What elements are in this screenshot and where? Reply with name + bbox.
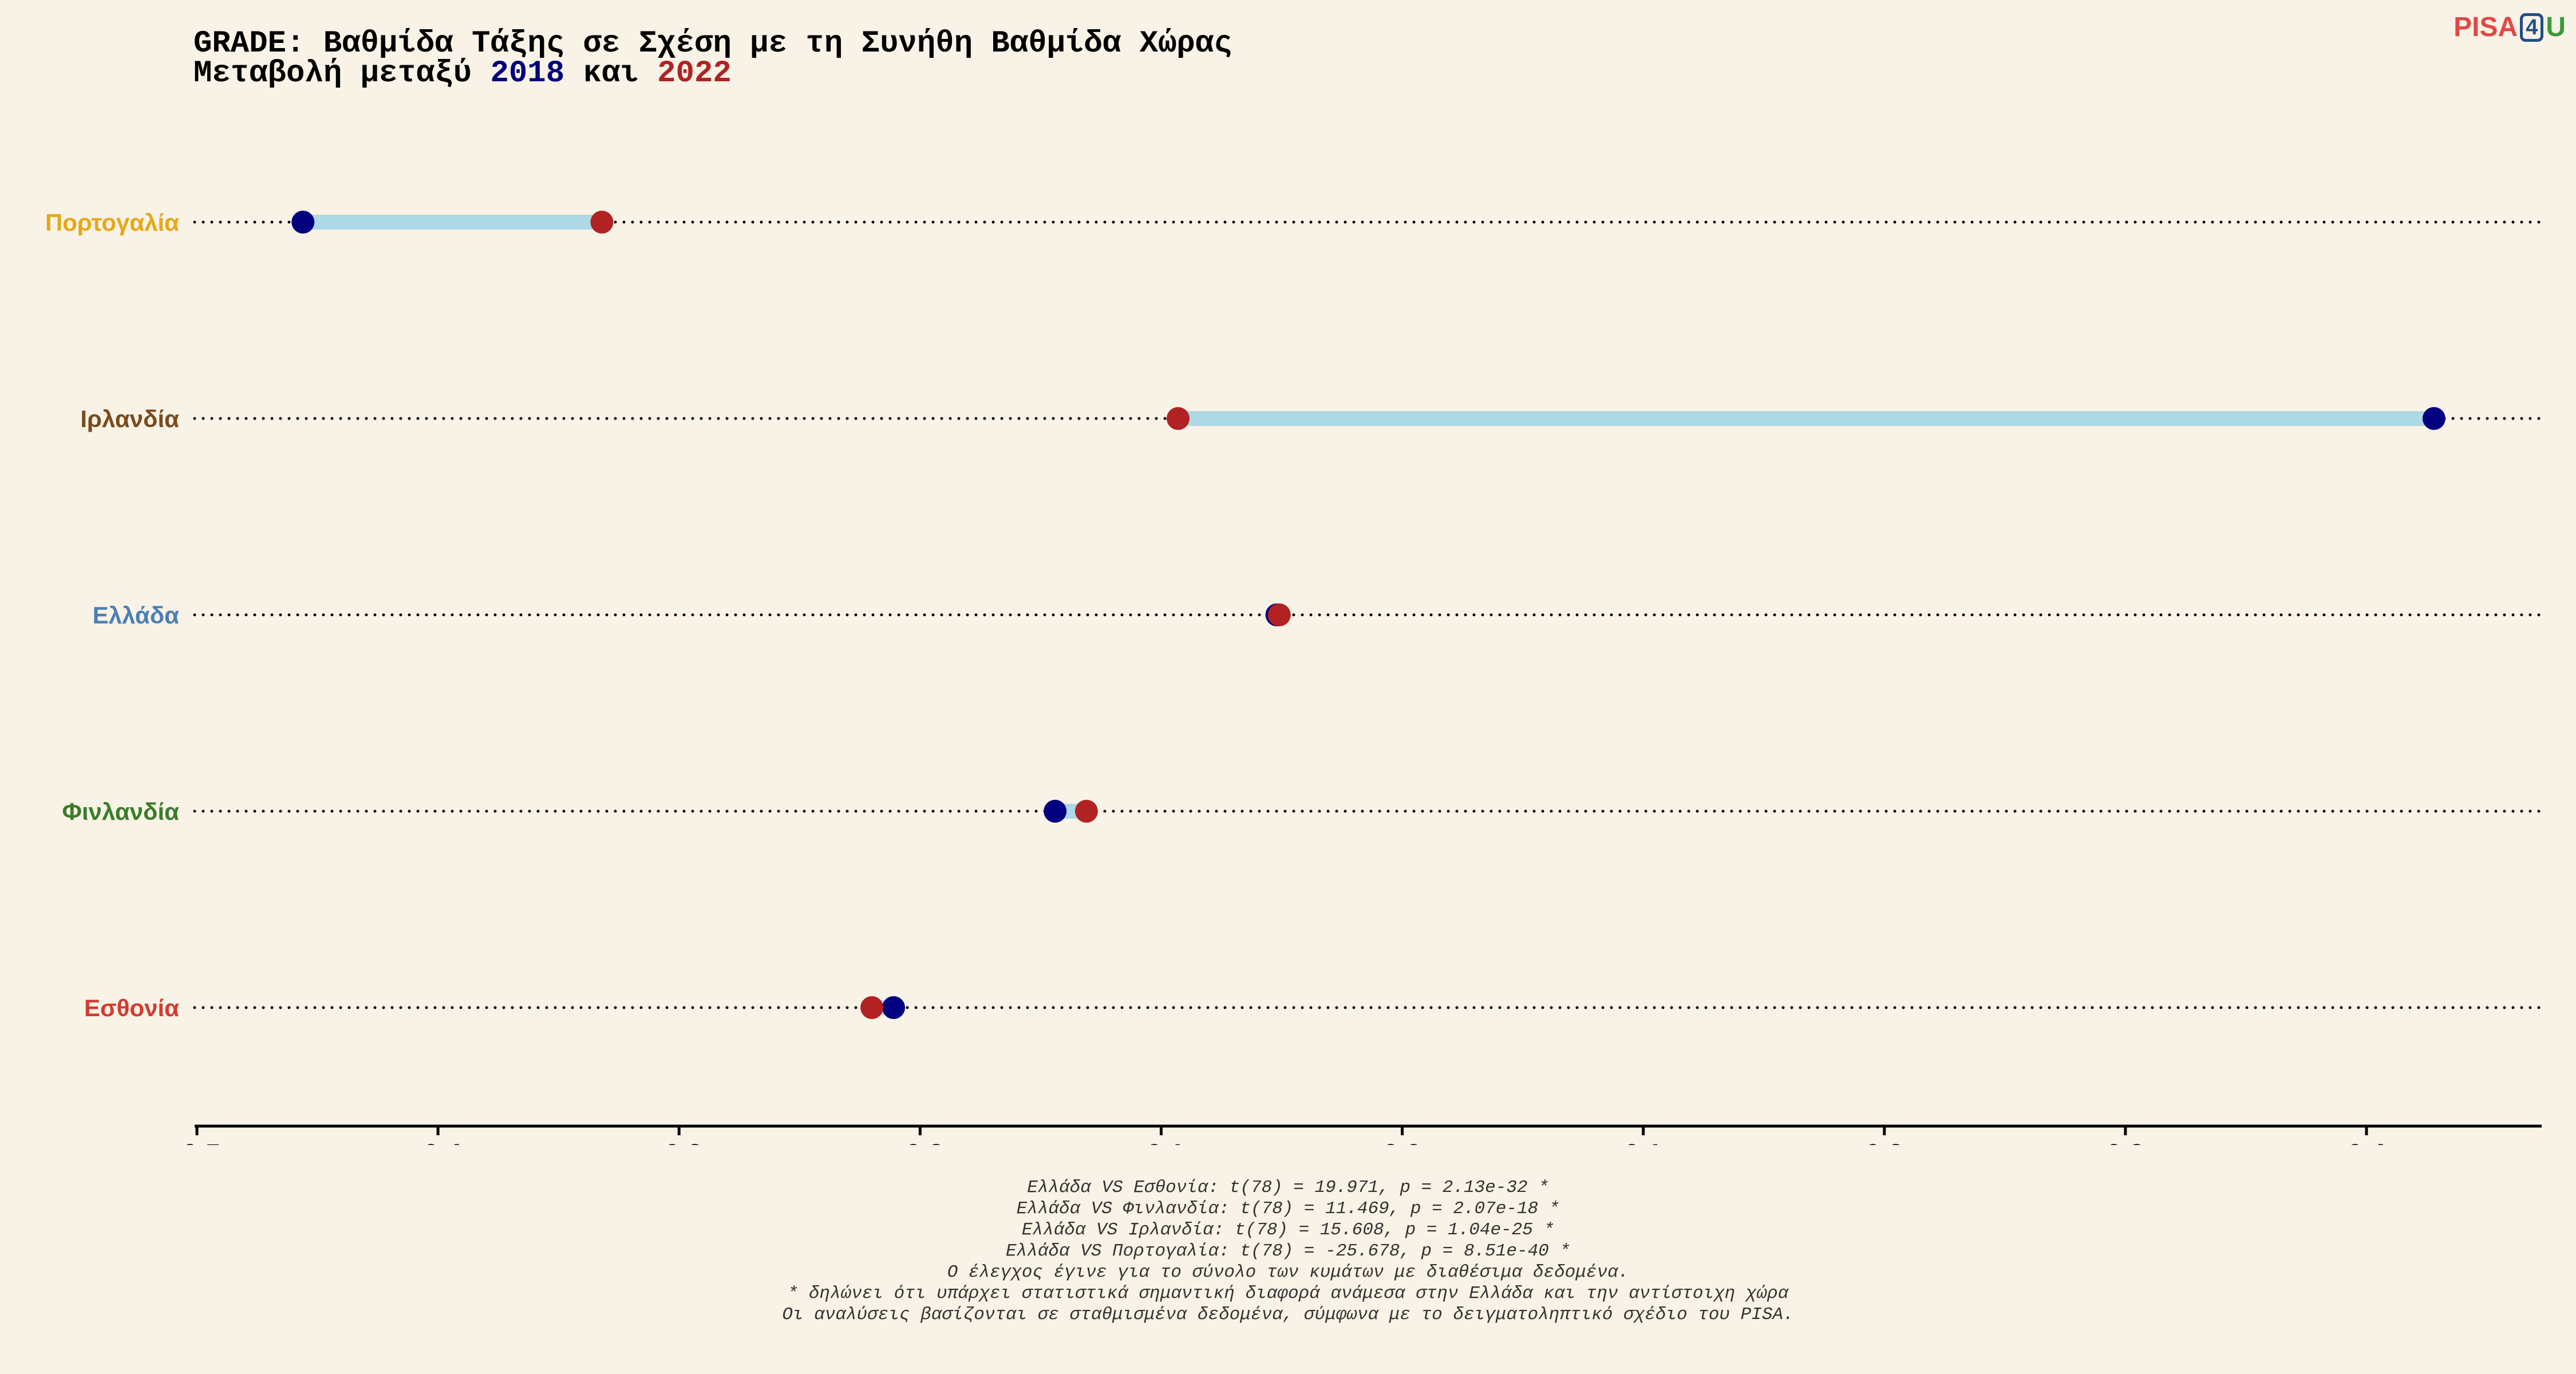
point-2022 xyxy=(1166,407,1190,430)
footer-line: Ελλάδα VS Πορτογαλία: t(78) = -25.678, p… xyxy=(1006,1241,1570,1261)
point-2018 xyxy=(882,996,906,1019)
dumbbell-chart: Πορτογαλία Ιρλανδία Ελλάδα Φινλανδία Εσθονία… xyxy=(45,209,2543,1145)
point-2018 xyxy=(2422,407,2445,430)
logo-text-4: 4 xyxy=(2520,13,2544,42)
x-tick-label: -0.1 xyxy=(1137,1139,1185,1145)
x-tick-label: -0.2 xyxy=(896,1139,944,1145)
x-tick-label: -0.3 xyxy=(655,1139,703,1145)
point-2018 xyxy=(291,211,315,234)
footer-line: * δηλώνει ότι υπάρχει στατιστικά σημαντι… xyxy=(787,1284,1789,1304)
country-row: Φινλανδία xyxy=(62,798,2543,825)
country-row: Ιρλανδία xyxy=(80,405,2543,432)
x-tick-label: 0.3 xyxy=(2107,1139,2145,1145)
subtitle-text-middle: και xyxy=(564,56,658,91)
footer-line: Οι αναλύσεις βασίζονται σε σταθμισμένα δ… xyxy=(782,1305,1794,1325)
x-tick-label: -0.4 xyxy=(414,1139,462,1145)
chart-title: GRADE: Βαθμίδα Τάξης σε Σχέση με τη Συνή… xyxy=(193,26,1232,61)
subtitle-text-before: Μεταβολή μεταξύ xyxy=(193,56,491,91)
country-label: Εσθονία xyxy=(84,994,179,1021)
pisa4u-logo: PISA 4 U xyxy=(2453,11,2566,44)
footer-line: Ο έλεγχος έγινε για το σύνολο των κυμάτω… xyxy=(947,1262,1629,1282)
subtitle-year-2022: 2022 xyxy=(657,56,732,91)
subtitle-year-2018: 2018 xyxy=(490,56,565,91)
logo-text-u: U xyxy=(2546,12,2566,42)
country-label: Ιρλανδία xyxy=(80,405,179,432)
x-tick-label: 0.2 xyxy=(1865,1139,1903,1145)
point-2022 xyxy=(1267,603,1291,626)
footer-line: Ελλάδα VS Εσθονία: t(78) = 19.971, p = 2… xyxy=(1027,1178,1549,1198)
chart-rows: Πορτογαλία Ιρλανδία Ελλάδα Φινλανδία Εσθονία xyxy=(45,209,2543,1021)
country-label: Ελλάδα xyxy=(93,602,180,629)
chart-subtitle: Μεταβολή μεταξύ 2018 και 2022 xyxy=(193,57,732,90)
x-axis-ticks: -0.5 -0.4 -0.3 -0.2 -0.1 0.0 0.1 0.2 0.3 0.4 xyxy=(173,1126,2386,1145)
logo-text-pisa: PISA xyxy=(2453,12,2518,42)
footer-line: Ελλάδα VS Ιρλανδία: t(78) = 15.608, p = … xyxy=(1021,1220,1555,1240)
x-tick-label: -0.5 xyxy=(173,1139,221,1145)
x-tick-label: 0.1 xyxy=(1624,1139,1662,1145)
country-row: Εσθονία xyxy=(84,994,2543,1021)
point-2018 xyxy=(1044,800,1067,823)
footer-line: Ελλάδα VS Φινλανδία: t(78) = 11.469, p =… xyxy=(1016,1199,1560,1219)
country-label: Φινλανδία xyxy=(62,798,180,825)
point-2022 xyxy=(590,211,614,234)
country-row: Πορτογαλία xyxy=(45,209,2543,236)
x-tick-label: 0.4 xyxy=(2348,1139,2386,1145)
point-2022 xyxy=(1074,800,1098,823)
footer-notes: Ελλάδα VS Εσθονία: t(78) = 19.971, p = 2… xyxy=(0,1177,2576,1325)
country-label: Πορτογαλία xyxy=(45,209,179,236)
country-row: Ελλάδα xyxy=(93,602,2543,629)
point-2022 xyxy=(860,996,884,1019)
x-tick-label: 0.0 xyxy=(1383,1139,1421,1145)
